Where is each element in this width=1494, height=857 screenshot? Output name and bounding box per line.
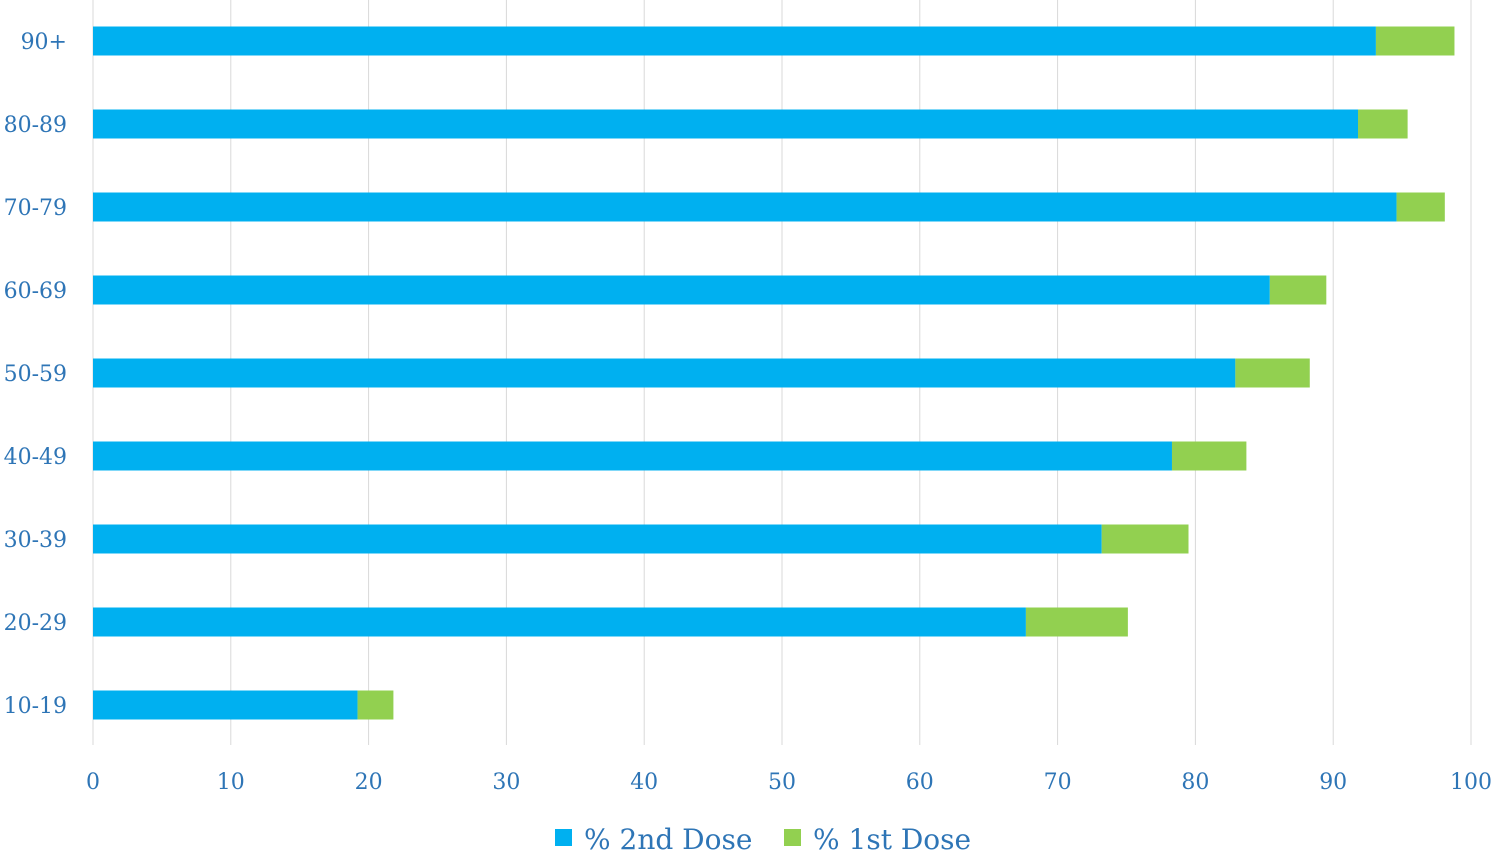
bar-1st-dose	[1396, 192, 1445, 222]
bar-2nd-dose	[93, 109, 1359, 139]
bar-1st-dose	[1101, 524, 1189, 554]
legend-swatch	[784, 829, 801, 846]
bar-1st-dose	[1375, 26, 1455, 56]
category-label: 30-39	[4, 528, 67, 553]
legend-swatch	[555, 829, 572, 846]
category-label: 20-29	[4, 611, 67, 636]
x-tick-label: 20	[355, 770, 383, 795]
x-tick-label: 50	[768, 770, 796, 795]
bar-1st-dose	[1269, 275, 1327, 305]
bar-2nd-dose	[93, 690, 358, 720]
x-tick-label: 70	[1044, 770, 1072, 795]
category-label: 60-69	[4, 279, 67, 304]
category-axis-labels: 90+ 80-89 70-79 60-69 50-59 40-49 30-39 20-29 10…	[4, 30, 67, 719]
legend-label: % 1st Dose	[813, 823, 971, 856]
x-tick-label: 100	[1450, 770, 1492, 795]
bar-2nd-dose	[93, 358, 1236, 388]
bars	[93, 26, 1455, 720]
category-label: 80-89	[4, 113, 67, 138]
bar-1st-dose	[1235, 358, 1310, 388]
bar-2nd-dose	[93, 524, 1102, 554]
category-label: 50-59	[4, 362, 67, 387]
x-tick-label: 90	[1319, 770, 1347, 795]
bar-1st-dose	[1171, 441, 1247, 471]
value-axis-labels: 0 10 20 30 40 50 60 70 80 90 100	[86, 770, 1492, 795]
bar-1st-dose	[1358, 109, 1408, 139]
bar-2nd-dose	[93, 607, 1026, 637]
bar-2nd-dose	[93, 441, 1172, 471]
legend: % 2nd Dose % 1st Dose	[555, 823, 971, 856]
x-tick-label: 10	[217, 770, 245, 795]
category-label: 10-19	[4, 694, 67, 719]
x-tick-label: 30	[492, 770, 520, 795]
x-tick-label: 60	[906, 770, 934, 795]
bar-1st-dose	[1025, 607, 1128, 637]
x-tick-label: 40	[630, 770, 658, 795]
category-label: 70-79	[4, 196, 67, 221]
legend-label: % 2nd Dose	[584, 823, 752, 856]
category-label: 40-49	[4, 445, 67, 470]
bar-1st-dose	[357, 690, 394, 720]
category-label: 90+	[21, 30, 67, 55]
x-tick-label: 0	[86, 770, 100, 795]
bar-2nd-dose	[93, 26, 1376, 56]
x-tick-label: 80	[1181, 770, 1209, 795]
bar-2nd-dose	[93, 192, 1397, 222]
bar-2nd-dose	[93, 275, 1270, 305]
